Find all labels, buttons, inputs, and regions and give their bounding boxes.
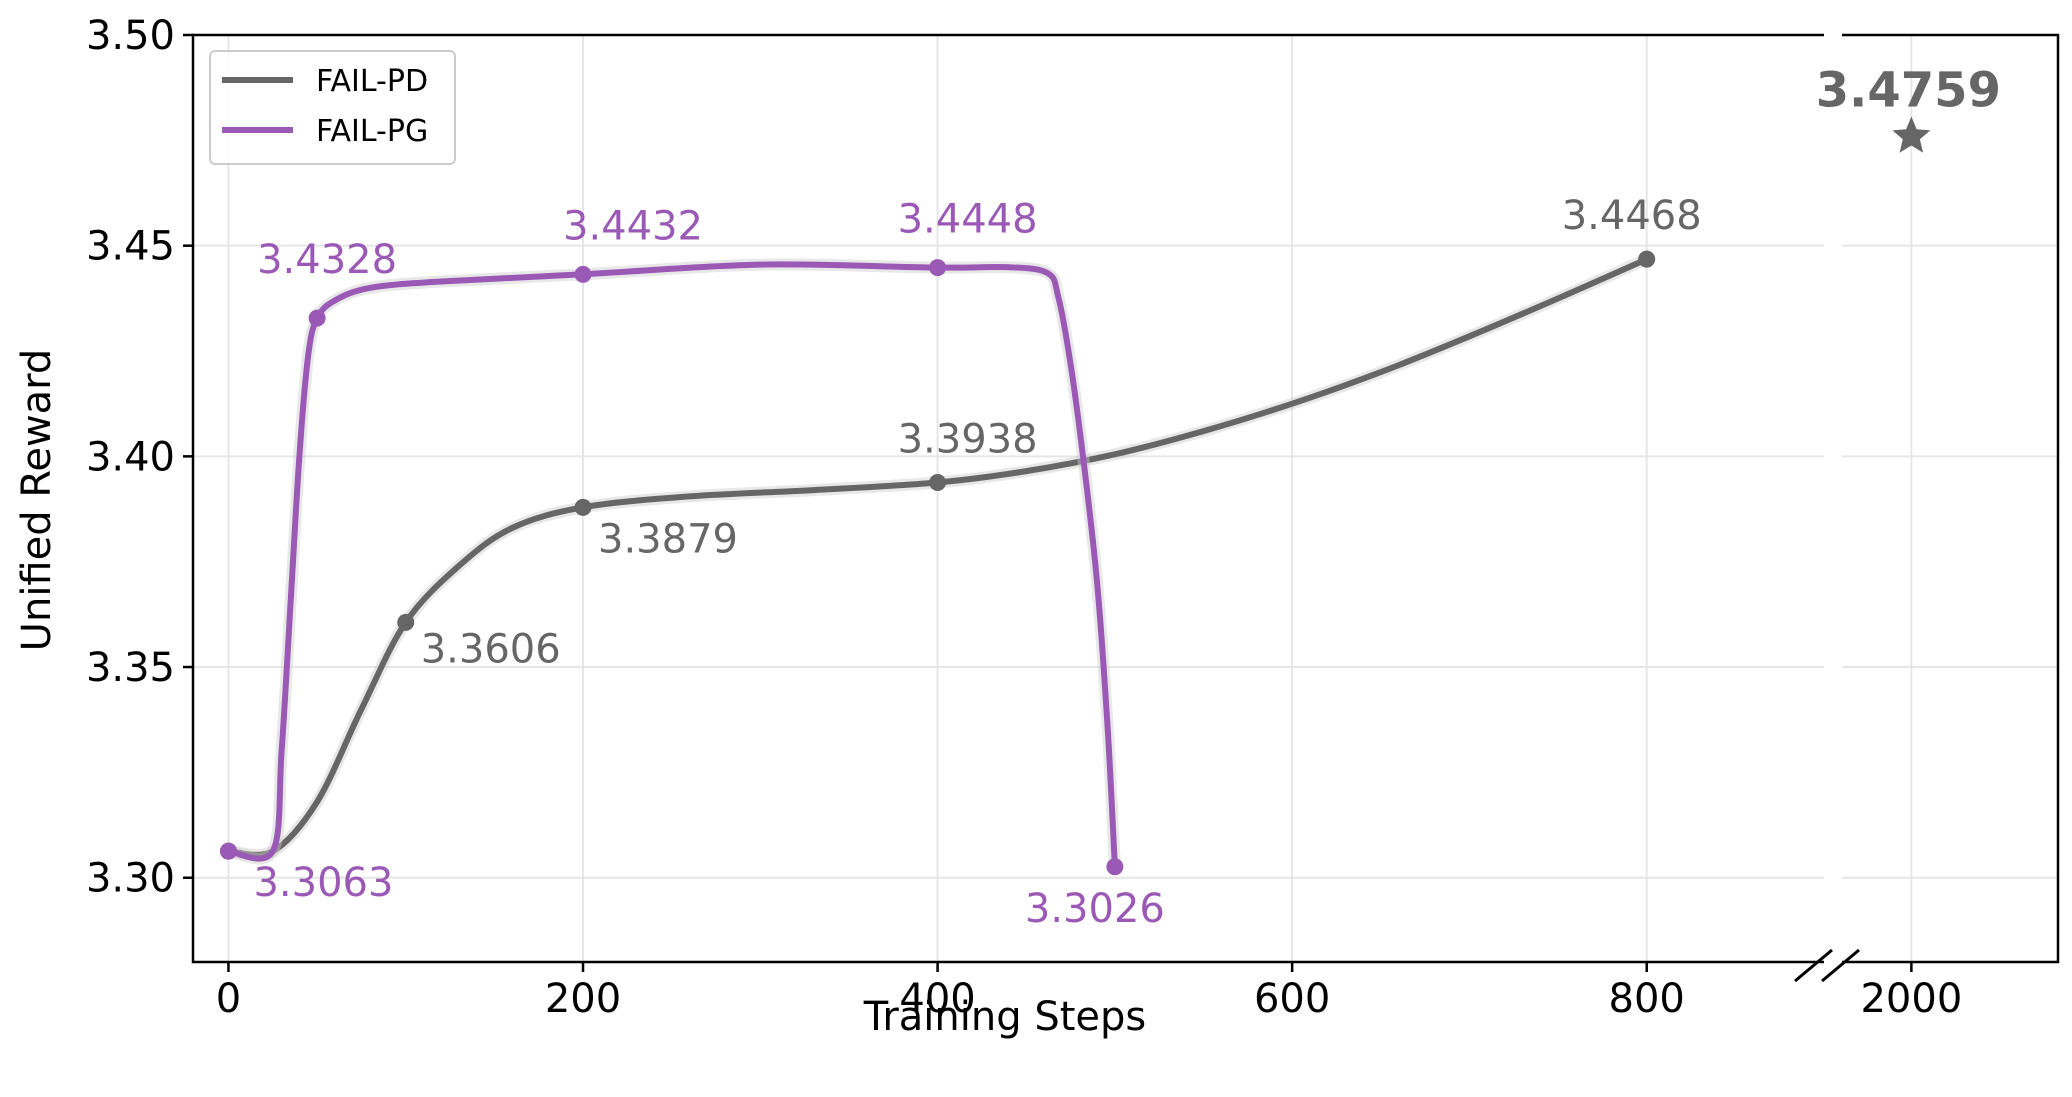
data-point-fail-pd — [574, 498, 592, 516]
axis-break-mark — [1794, 948, 1833, 983]
x-tick-label-break: 2000 — [1860, 976, 1962, 1022]
x-tick-label: 400 — [899, 976, 975, 1022]
data-label-fail-pg: 3.4328 — [257, 237, 397, 283]
x-tick-label: 200 — [545, 976, 621, 1022]
y-tick-label: 3.45 — [86, 224, 175, 270]
y-tick-label: 3.30 — [86, 856, 175, 902]
data-labels-layer: 3.3606 3.3879 3.3938 3.4468 3.3063 3.4328 3.44… — [253, 193, 1701, 932]
x-tick-label: 600 — [1254, 976, 1330, 1022]
main-grid — [193, 34, 1824, 962]
data-point-fail-pg — [308, 309, 326, 327]
series-line-fail-pg — [225, 261, 1118, 870]
x-axis-label: Training Steps — [863, 994, 1146, 1040]
data-label-fail-pg: 3.3026 — [1025, 886, 1165, 932]
series-line-fail-pd — [225, 256, 1650, 858]
x-tick-label: 0 — [216, 976, 241, 1022]
series-halo-fail-pg — [222, 258, 1121, 873]
tick-labels-layer: 3.30 3.35 3.40 3.45 3.50 0 200 400 600 800 2000 — [86, 13, 1962, 1022]
data-label-fail-pd: 3.3938 — [898, 416, 1038, 462]
data-label-fail-pg: 3.4432 — [563, 203, 703, 249]
main-axes-frame — [191, 33, 1824, 964]
data-point-fail-pg — [574, 265, 592, 283]
data-label-fail-pg: 3.3063 — [253, 860, 393, 906]
legend-label-fail-pg: FAIL-PG — [316, 114, 428, 149]
y-axis-label: Unified Reward — [14, 349, 60, 652]
data-point-fail-pd — [929, 473, 947, 491]
y-tick-label: 3.35 — [86, 645, 175, 691]
data-label-fail-pd: 3.4468 — [1562, 193, 1702, 239]
axes-layer — [183, 33, 2060, 983]
x-tick-label: 800 — [1609, 976, 1685, 1022]
y-tick-label: 3.40 — [86, 434, 175, 480]
data-label-fail-pg: 3.4448 — [898, 197, 1038, 243]
legend: FAIL-PD FAIL-PG — [209, 50, 456, 165]
axis-break-mark — [1821, 948, 1860, 983]
highlight-star-marker — [1892, 116, 1931, 153]
data-point-fail-pg — [1106, 858, 1124, 876]
break-axes-frame — [1842, 33, 2060, 964]
data-point-fail-pg — [929, 259, 947, 277]
data-point-fail-pd — [1638, 250, 1656, 268]
series-layer — [219, 250, 1656, 876]
highlight-value-label: 3.4759 — [1816, 63, 2001, 119]
break-grid — [1842, 34, 2058, 962]
legend-label-fail-pd: FAIL-PD — [316, 64, 428, 99]
data-point-fail-pd — [397, 613, 415, 631]
y-tick-label: 3.50 — [86, 13, 175, 59]
data-label-fail-pd: 3.3606 — [421, 626, 561, 672]
data-label-fail-pd: 3.3879 — [598, 516, 738, 562]
data-point-fail-pg — [219, 842, 237, 860]
